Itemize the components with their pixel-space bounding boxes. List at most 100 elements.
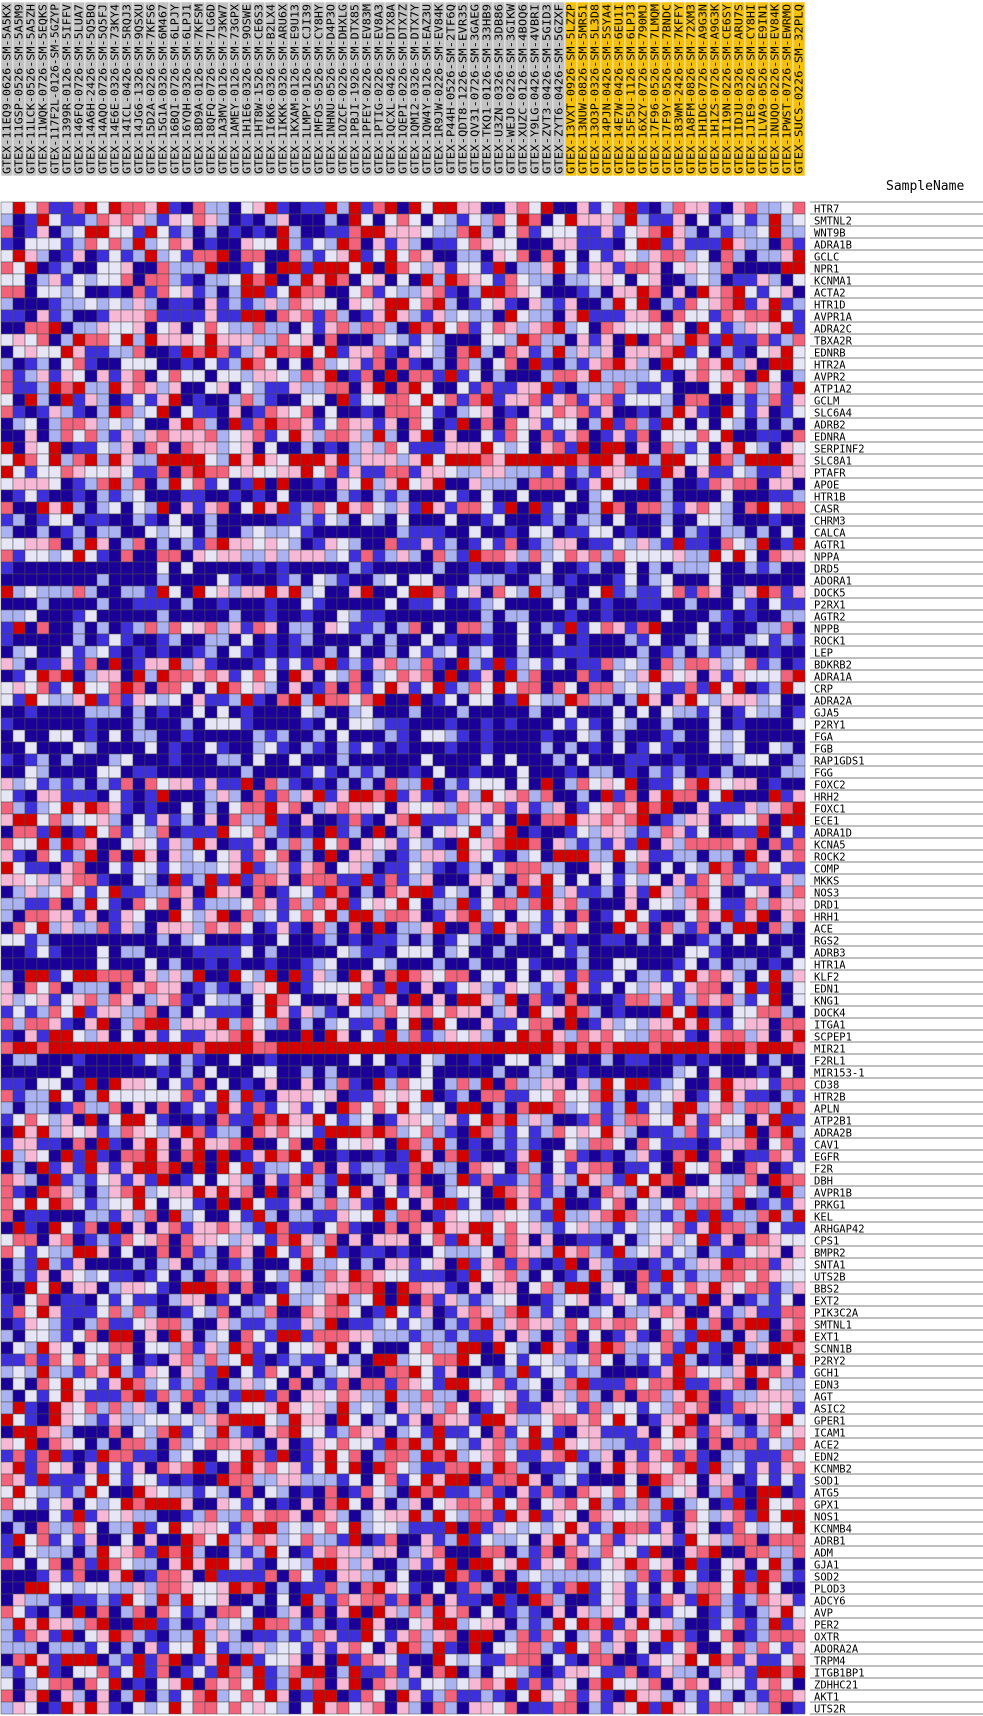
heatmap-cell (444, 957, 458, 971)
heatmap-cell (756, 453, 770, 467)
heatmap-cell (648, 657, 662, 671)
heatmap-cell (72, 441, 86, 455)
heatmap-cell (468, 885, 482, 899)
heatmap-cell (552, 789, 566, 803)
heatmap-cell (60, 261, 74, 275)
heatmap-cell (60, 909, 74, 923)
heatmap-cell (528, 741, 542, 755)
heatmap-cell (696, 981, 710, 995)
heatmap-cell (156, 969, 170, 983)
heatmap-cell (588, 381, 602, 395)
heatmap-cell (480, 741, 494, 755)
heatmap-cell (468, 477, 482, 491)
heatmap-cell (252, 333, 266, 347)
heatmap-cell (60, 621, 74, 635)
heatmap-cell (204, 261, 218, 275)
heatmap-cell (336, 813, 350, 827)
heatmap-cell (192, 669, 206, 683)
heatmap-cell (444, 885, 458, 899)
heatmap-cell (264, 705, 278, 719)
heatmap-cell (144, 261, 158, 275)
heatmap-cell (48, 453, 62, 467)
heatmap-cell (0, 945, 14, 959)
heatmap-cell (696, 261, 710, 275)
heatmap-cell (324, 1065, 338, 1079)
heatmap-cell (420, 693, 434, 707)
heatmap-cell (732, 321, 746, 335)
heatmap-cell (744, 357, 758, 371)
heatmap-cell (672, 693, 686, 707)
heatmap-cell (240, 897, 254, 911)
heatmap-cell (276, 357, 290, 371)
heatmap-cell (312, 921, 326, 935)
heatmap-cell (348, 405, 362, 419)
heatmap-cell (120, 201, 134, 215)
heatmap-cell (732, 777, 746, 791)
heatmap-cell (240, 393, 254, 407)
heatmap-cell (48, 261, 62, 275)
heatmap-cell (480, 369, 494, 383)
heatmap-cell (780, 885, 794, 899)
heatmap-cell (384, 285, 398, 299)
heatmap-cell (468, 873, 482, 887)
heatmap-cell (252, 789, 266, 803)
heatmap-cell (744, 513, 758, 527)
heatmap-cell (360, 957, 374, 971)
heatmap-cell (144, 801, 158, 815)
heatmap-cell (348, 573, 362, 587)
heatmap-cell (600, 549, 614, 563)
heatmap-cell (444, 789, 458, 803)
heatmap-cell (720, 837, 734, 851)
heatmap-cell (420, 1017, 434, 1031)
heatmap-cell (696, 333, 710, 347)
heatmap-cell (660, 1017, 674, 1031)
heatmap-cell (312, 549, 326, 563)
heatmap-cell (564, 201, 578, 215)
heatmap-cell (624, 357, 638, 371)
heatmap-cell (336, 561, 350, 575)
heatmap-cell (600, 909, 614, 923)
heatmap-cell (528, 489, 542, 503)
heatmap-cell (780, 609, 794, 623)
heatmap-cell (24, 537, 38, 551)
heatmap-cell (312, 705, 326, 719)
heatmap-cell (216, 297, 230, 311)
heatmap-cell (684, 669, 698, 683)
heatmap-cell (696, 717, 710, 731)
heatmap-cell (324, 669, 338, 683)
heatmap-cell (204, 669, 218, 683)
sample-header: GTEX-11EQ9-0626-SM-5A5KX GTEX-11GSP-0526-… (0, 1, 806, 177)
heatmap-cell (144, 393, 158, 407)
heatmap-cell (48, 681, 62, 695)
heatmap-cell (216, 369, 230, 383)
heatmap-cell (564, 765, 578, 779)
heatmap-cell (480, 537, 494, 551)
heatmap-cell (480, 609, 494, 623)
heatmap-cell (756, 321, 770, 335)
heatmap-cell (744, 321, 758, 335)
heatmap-cell (240, 621, 254, 635)
heatmap-cell (756, 609, 770, 623)
heatmap-cell (540, 849, 554, 863)
heatmap-cell (600, 669, 614, 683)
heatmap-cell (456, 681, 470, 695)
heatmap-cell (192, 1017, 206, 1031)
heatmap-cell (576, 933, 590, 947)
heatmap-cell (792, 633, 806, 647)
heatmap-cell (264, 201, 278, 215)
heatmap-cell (360, 729, 374, 743)
heatmap-cell (144, 705, 158, 719)
heatmap-cell (660, 933, 674, 947)
heatmap-cell (36, 789, 50, 803)
heatmap-cell (588, 849, 602, 863)
heatmap-cell (756, 249, 770, 263)
heatmap-cell (144, 561, 158, 575)
heatmap-cell (552, 309, 566, 323)
heatmap-cell (324, 765, 338, 779)
heatmap-cell (780, 537, 794, 551)
heatmap-cell (420, 501, 434, 515)
heatmap-cell (360, 585, 374, 599)
heatmap-cell (768, 789, 782, 803)
heatmap-cell (132, 393, 146, 407)
heatmap-cell (552, 873, 566, 887)
